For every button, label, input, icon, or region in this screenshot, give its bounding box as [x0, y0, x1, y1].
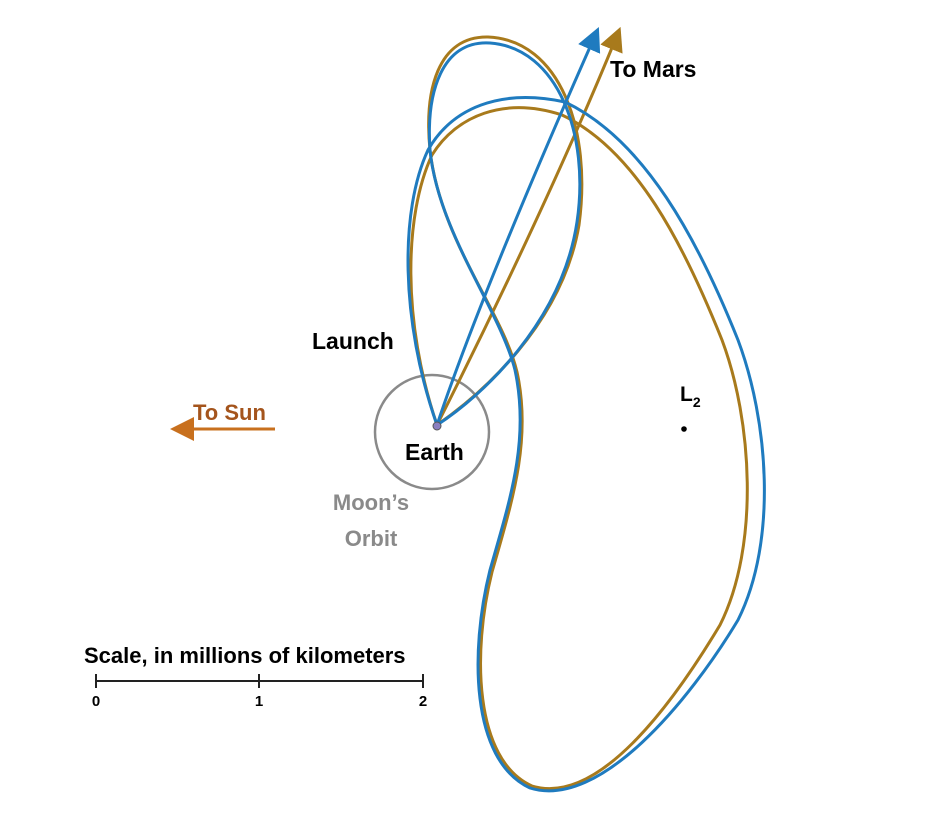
moon-orbit-circle [373, 373, 491, 491]
gold-trajectory [409, 35, 749, 790]
gold-mars-arrow [435, 26, 623, 426]
launch-label: Launch [312, 328, 394, 354]
moons-orbit-label-line1: Moon’s [333, 490, 409, 515]
to-sun-label: To Sun [193, 400, 266, 425]
blue-mars-arrow [435, 27, 601, 426]
scale-bar [95, 674, 424, 688]
l2-point [681, 426, 687, 432]
blue-trajectory [406, 41, 766, 793]
l2-label-sub: 2 [693, 394, 701, 410]
scale-tick-label: 2 [419, 693, 427, 710]
earth-marker [432, 421, 442, 431]
l2-label: L2 [680, 383, 701, 410]
scale-tick-label: 0 [92, 693, 100, 710]
moons-orbit-label-line2: Orbit [345, 526, 398, 551]
scale-tick-label: 1 [255, 693, 263, 710]
earth-label: Earth [405, 439, 464, 465]
to-mars-label: To Mars [610, 56, 696, 82]
l2-label-main: L [680, 383, 693, 406]
scale-title: Scale, in millions of kilometers [84, 643, 406, 668]
